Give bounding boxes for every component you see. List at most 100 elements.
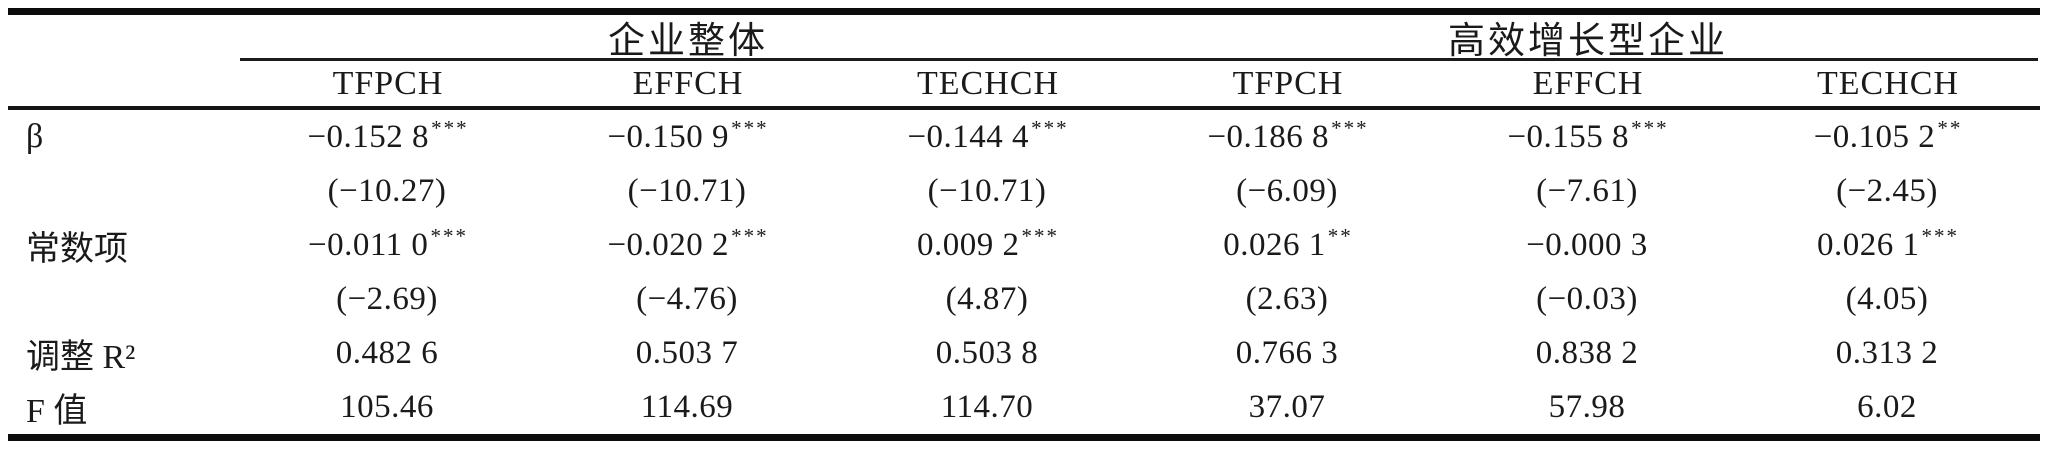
column-header-tfpch-1: TFPCH [332,64,444,102]
significance-stars: *** [1031,115,1069,140]
cell-value: (4.87) [945,280,1029,317]
column-header-effch-2: EFFCH [1532,64,1644,102]
significance-stars: ** [1937,115,1963,140]
cell-value: −0.144 4 [907,118,1030,155]
table-cell: 37.07 [1138,389,1438,426]
significance-stars: *** [1021,223,1059,248]
column-header-tfpch-2: TFPCH [1232,64,1344,102]
cell-value: −0.155 8 [1507,118,1630,155]
table-cell: (−4.76) [538,281,838,318]
cell-value: (−6.09) [1236,172,1338,209]
cell-value: (−0.03) [1536,280,1638,317]
cell-value: (4.05) [1845,280,1929,317]
significance-stars: ** [1327,223,1353,248]
table-cell: 57.98 [1438,389,1738,426]
table-cell: −0.155 8*** [1438,115,1738,156]
table-row-adjusted-r-squared: 调整 R² 0.482 6 0.503 7 0.503 8 0.766 3 0.… [0,326,2048,380]
table-row-beta-coefficient: β −0.152 8*** −0.150 9*** −0.144 4*** −0… [0,110,2048,164]
significance-stars: *** [1631,115,1669,140]
cell-value: 0.766 3 [1235,334,1339,371]
significance-stars: *** [731,223,769,248]
table-cell: (−7.61) [1438,173,1738,210]
table-cell: 0.482 6 [238,335,538,372]
cell-value: (−10.71) [927,172,1047,209]
table-row-constant: 常数项 −0.011 0*** −0.020 2*** 0.009 2*** 0… [0,218,2048,272]
table-cell: (−2.69) [238,281,538,318]
table-cell: 0.838 2 [1438,335,1738,372]
table-cell: 0.503 8 [838,335,1138,372]
cell-value: 114.69 [640,388,734,425]
cell-value: 0.838 2 [1535,334,1639,371]
table-cell: 0.313 2 [1738,335,2038,372]
cell-value: (−4.76) [636,280,738,317]
table-cell: (−0.03) [1438,281,1738,318]
table-cell: −0.186 8*** [1138,115,1438,156]
cell-value: 0.313 2 [1835,334,1939,371]
table-cell: −0.020 2*** [538,223,838,264]
table-cell: −0.152 8*** [238,115,538,156]
table-cell: 105.46 [238,389,538,426]
table-cell: 0.026 1** [1138,223,1438,264]
cell-value: 0.503 8 [935,334,1039,371]
table-cell: (−10.71) [838,173,1138,210]
table-cell: −0.150 9*** [538,117,838,156]
group-header-overall-enterprises: 企业整体 [608,20,768,62]
cell-value: 0.503 7 [635,334,739,371]
table-cell: 0.026 1*** [1738,223,2038,264]
cell-value: 0.026 1 [1223,226,1326,263]
cell-value: −0.186 8 [1207,118,1330,155]
significance-stars: *** [431,115,469,140]
cell-value: 105.46 [340,388,434,425]
cell-value: 114.70 [940,388,1034,425]
table-top-rule [8,8,2040,15]
column-header-techch-2: TECHCH [1817,64,1959,102]
significance-stars: *** [1331,115,1369,140]
cell-value: (−7.61) [1536,172,1638,209]
table-cell: 0.009 2*** [838,223,1138,264]
table-cell: 0.503 7 [538,335,838,372]
group-header-high-growth-enterprises: 高效增长型企业 [1448,20,1728,62]
regression-results-table: 企业整体 高效增长型企业 TFPCH EFFCH TECHCH TFPCH EF… [0,8,2048,441]
table-cell: (4.05) [1738,281,2038,318]
table-cell: −0.144 4*** [838,115,1138,156]
cell-value: 0.026 1 [1817,226,1920,263]
table-cell: (−10.27) [238,173,538,210]
table-cell: −0.105 2** [1738,115,2038,156]
row-label-f-value: F 值 [26,392,88,430]
row-label-beta: β [26,118,44,155]
header-bottom-rule [8,106,2040,110]
cell-value: 0.482 6 [335,334,439,371]
cell-value: 6.02 [1857,388,1917,425]
table-bottom-rule [8,434,2040,441]
cell-value: 37.07 [1248,388,1326,425]
table-cell: 114.69 [538,389,838,426]
table-cell: 6.02 [1738,389,2038,426]
cell-value: −0.150 9 [607,118,730,155]
cell-value: (2.63) [1245,280,1329,317]
cell-value: 57.98 [1548,388,1626,425]
cell-value: (−10.71) [627,172,747,209]
table-cell: 0.766 3 [1138,335,1438,372]
group-header-row: 企业整体 高效增长型企业 [0,15,2048,62]
cell-value: (−10.27) [327,172,447,209]
table-row-beta-tstat: (−10.27) (−10.71) (−10.71) (−6.09) (−7.6… [0,164,2048,218]
column-header-techch-1: TECHCH [917,64,1059,102]
table-row-f-value: F 值 105.46 114.69 114.70 37.07 57.98 6.0… [0,380,2048,434]
column-header-effch-1: EFFCH [632,64,744,102]
column-header-row: TFPCH EFFCH TECHCH TFPCH EFFCH TECHCH [0,61,2048,106]
table-row-constant-tstat: (−2.69) (−4.76) (4.87) (2.63) (−0.03) (4… [0,272,2048,326]
cell-value: (−2.45) [1836,172,1938,209]
significance-stars: *** [1921,223,1959,248]
table-cell: (−2.45) [1738,173,2038,210]
table-cell: −0.011 0*** [238,223,538,264]
cell-value: −0.000 3 [1526,226,1648,263]
group-header-underline [240,58,2038,61]
cell-value: 0.009 2 [917,226,1020,263]
row-label-constant: 常数项 [26,230,128,268]
table-cell: (−6.09) [1138,173,1438,210]
row-label-adjusted-r2: 调整 R² [26,338,136,376]
table-cell: 114.70 [838,389,1138,426]
significance-stars: *** [430,223,468,248]
table-cell: (4.87) [838,281,1138,318]
cell-value: −0.020 2 [607,226,730,263]
